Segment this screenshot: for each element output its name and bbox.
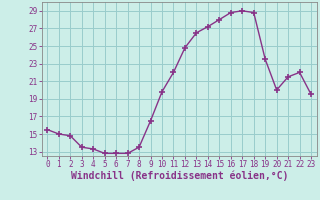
X-axis label: Windchill (Refroidissement éolien,°C): Windchill (Refroidissement éolien,°C) <box>70 171 288 181</box>
